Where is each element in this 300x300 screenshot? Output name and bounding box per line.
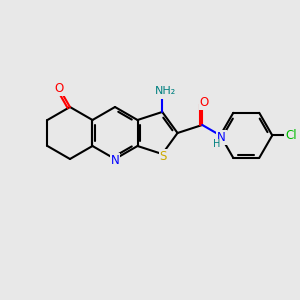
Text: O: O xyxy=(55,82,64,94)
Text: O: O xyxy=(200,96,209,109)
Text: N: N xyxy=(111,154,119,166)
Text: NH₂: NH₂ xyxy=(154,85,176,98)
Text: NH₂: NH₂ xyxy=(154,86,176,97)
Text: N: N xyxy=(217,131,226,144)
Text: H: H xyxy=(213,140,220,149)
Text: Cl: Cl xyxy=(285,129,297,142)
Text: S: S xyxy=(160,149,167,163)
